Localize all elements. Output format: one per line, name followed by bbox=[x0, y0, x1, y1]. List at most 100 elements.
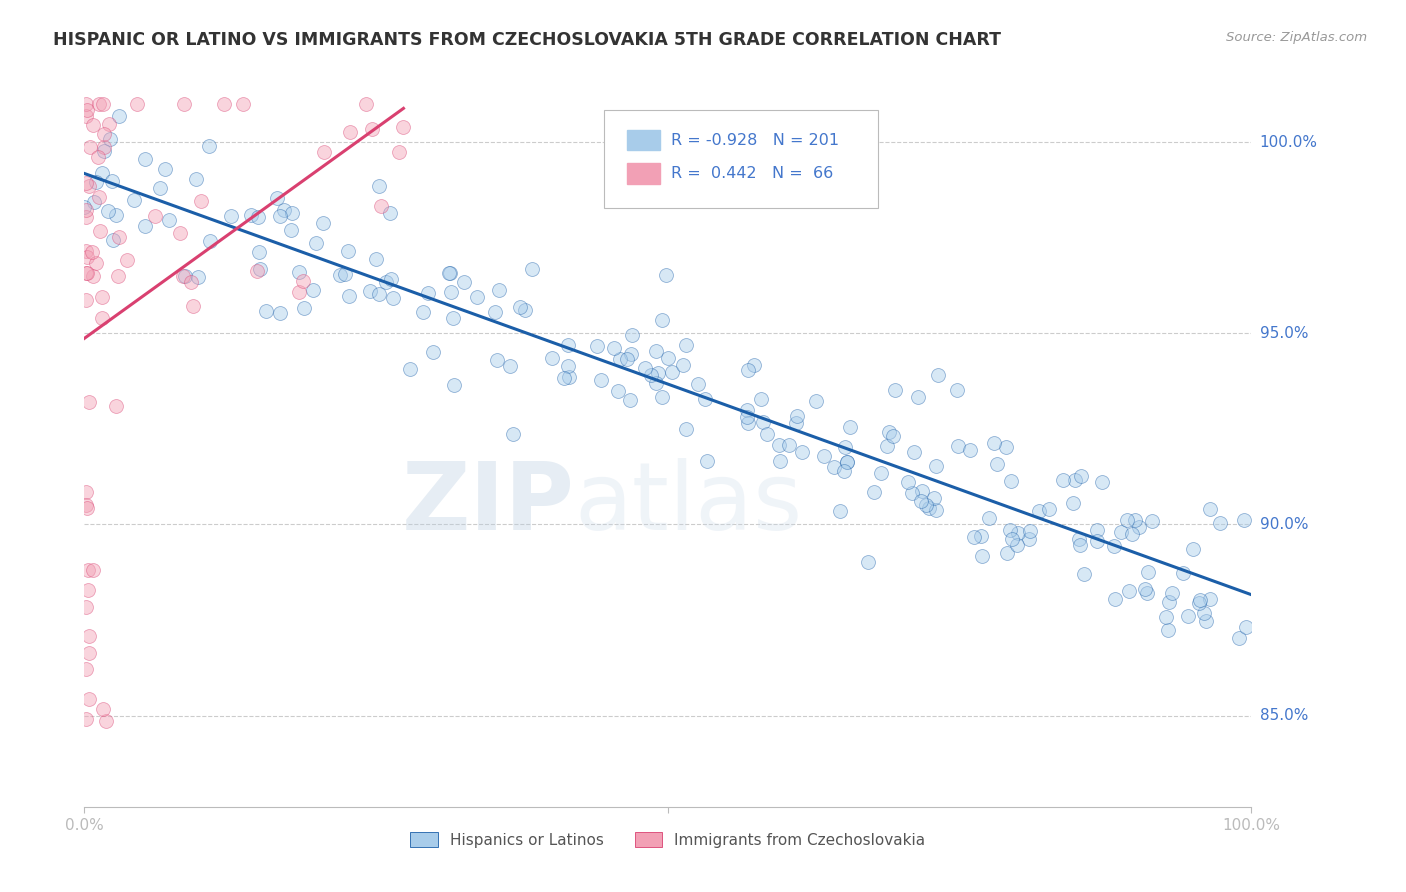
Point bbox=[897, 475, 920, 490]
Point bbox=[127, 96, 149, 111]
Point bbox=[89, 224, 111, 238]
Text: 85.0%: 85.0% bbox=[1260, 708, 1308, 723]
Point bbox=[1052, 473, 1074, 487]
Point bbox=[1133, 582, 1156, 596]
Point bbox=[75, 662, 97, 676]
Point bbox=[995, 546, 1018, 560]
Point bbox=[186, 171, 208, 186]
Point bbox=[749, 392, 772, 407]
Point bbox=[75, 600, 97, 615]
Text: ZIP: ZIP bbox=[402, 458, 575, 549]
Point bbox=[115, 252, 138, 267]
Point bbox=[589, 373, 612, 387]
Point bbox=[619, 393, 641, 408]
Point bbox=[172, 268, 194, 283]
Point bbox=[101, 233, 124, 247]
Point bbox=[1160, 586, 1182, 600]
Point bbox=[246, 264, 269, 278]
Point bbox=[91, 702, 114, 716]
Point bbox=[1063, 473, 1085, 487]
Point bbox=[910, 484, 932, 499]
Point bbox=[93, 127, 115, 141]
Point bbox=[640, 368, 662, 382]
Point bbox=[273, 202, 295, 217]
Point bbox=[134, 152, 156, 166]
Point bbox=[314, 145, 336, 160]
Point bbox=[1195, 614, 1218, 628]
Point bbox=[651, 312, 673, 326]
Point bbox=[75, 210, 97, 224]
Point bbox=[778, 438, 800, 452]
Point bbox=[835, 455, 858, 469]
Point bbox=[1000, 474, 1022, 488]
Point bbox=[75, 109, 97, 123]
Point bbox=[813, 450, 835, 464]
Point bbox=[1128, 520, 1150, 534]
Point bbox=[998, 523, 1021, 537]
Point bbox=[513, 302, 536, 317]
Point bbox=[1177, 608, 1199, 623]
Point bbox=[661, 365, 683, 379]
Point bbox=[672, 358, 695, 372]
Text: 90.0%: 90.0% bbox=[1260, 516, 1308, 532]
Point bbox=[76, 564, 98, 578]
Point bbox=[82, 268, 104, 283]
Point bbox=[1085, 523, 1108, 537]
Point bbox=[786, 409, 808, 424]
Point bbox=[970, 529, 993, 543]
Point bbox=[441, 311, 464, 326]
Point bbox=[256, 304, 278, 318]
Point bbox=[368, 179, 391, 194]
Point bbox=[963, 530, 986, 544]
Point bbox=[197, 138, 219, 153]
Point bbox=[465, 290, 488, 304]
Point bbox=[644, 343, 666, 358]
Point bbox=[651, 391, 673, 405]
Point bbox=[1070, 468, 1092, 483]
Point bbox=[1123, 513, 1146, 527]
Point bbox=[541, 351, 564, 365]
Point bbox=[134, 219, 156, 233]
Point bbox=[94, 714, 117, 729]
Point bbox=[101, 173, 124, 187]
Point bbox=[914, 498, 936, 512]
Point bbox=[1136, 565, 1159, 579]
Point bbox=[858, 555, 880, 569]
Point bbox=[1233, 513, 1256, 527]
Point bbox=[280, 223, 302, 237]
Point bbox=[977, 511, 1000, 525]
Point bbox=[737, 363, 759, 377]
Point bbox=[1091, 475, 1114, 490]
Point bbox=[155, 161, 177, 176]
Point bbox=[1104, 591, 1126, 606]
Point bbox=[1188, 593, 1211, 607]
Point bbox=[354, 96, 377, 111]
Point bbox=[212, 96, 235, 111]
Point bbox=[79, 629, 101, 643]
Point bbox=[586, 339, 609, 353]
Point bbox=[75, 498, 97, 512]
Point bbox=[994, 440, 1017, 454]
Point bbox=[416, 286, 439, 301]
Point bbox=[247, 245, 270, 260]
FancyBboxPatch shape bbox=[627, 163, 659, 184]
Point bbox=[688, 376, 710, 391]
Point bbox=[337, 288, 360, 302]
Point bbox=[502, 427, 524, 442]
Point bbox=[291, 274, 314, 288]
Point bbox=[1109, 524, 1132, 539]
FancyBboxPatch shape bbox=[603, 110, 877, 208]
Point bbox=[292, 301, 315, 315]
Point bbox=[1171, 566, 1194, 580]
Point bbox=[76, 250, 98, 264]
Point bbox=[1154, 610, 1177, 624]
Point bbox=[75, 176, 97, 190]
Point bbox=[97, 204, 120, 219]
Point bbox=[983, 436, 1005, 450]
Point bbox=[603, 341, 626, 355]
Point bbox=[1007, 538, 1029, 552]
Point bbox=[247, 210, 270, 224]
Point bbox=[336, 244, 359, 259]
Point bbox=[75, 484, 97, 499]
Point bbox=[1062, 496, 1084, 510]
